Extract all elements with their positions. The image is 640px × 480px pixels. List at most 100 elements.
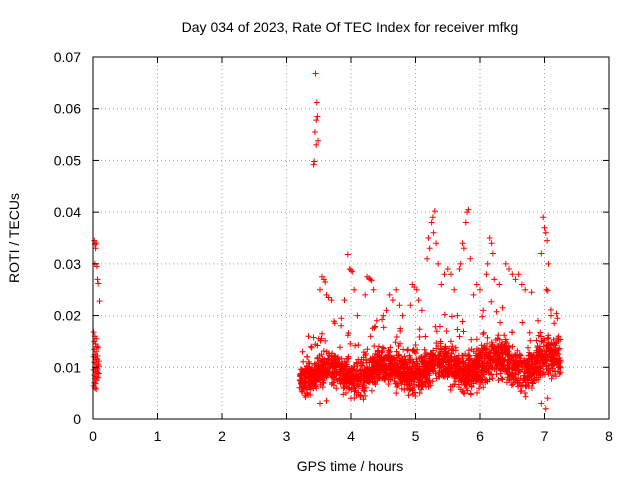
data-point [341, 384, 348, 391]
data-point [381, 375, 388, 382]
data-point [305, 333, 312, 340]
data-point [463, 370, 469, 377]
data-point [437, 323, 443, 330]
data-point [519, 319, 526, 326]
data-point [540, 369, 547, 375]
data-point [310, 334, 317, 341]
data-point [504, 351, 511, 358]
data-point [90, 329, 97, 336]
data-point [306, 382, 313, 389]
data-point [512, 276, 519, 283]
data-point [435, 361, 442, 368]
data-point [424, 376, 431, 383]
data-point [308, 343, 314, 350]
data-point [424, 370, 431, 376]
data-point [386, 291, 393, 298]
data-point [528, 289, 535, 296]
data-point [433, 240, 440, 247]
data-point [488, 371, 495, 378]
data-point [436, 349, 443, 355]
data-point [347, 340, 354, 347]
data-point [313, 99, 320, 106]
data-point [505, 362, 511, 369]
data-point [557, 364, 564, 371]
x-tick-label: 5 [412, 428, 420, 444]
data-point [516, 357, 523, 364]
data-point [386, 364, 393, 370]
data-point [431, 208, 438, 215]
data-point [375, 352, 382, 358]
data-point [474, 345, 480, 352]
x-tick-label: 4 [347, 428, 355, 444]
data-point [456, 333, 463, 340]
data-point [416, 334, 423, 340]
data-point [319, 384, 326, 391]
x-tick-label: 6 [476, 428, 484, 444]
data-point [363, 368, 370, 375]
data-point [528, 353, 534, 359]
data-point [383, 307, 390, 314]
data-point [465, 347, 472, 354]
data-point [422, 361, 428, 368]
data-point [348, 386, 355, 393]
data-point [371, 324, 378, 331]
data-point [370, 364, 376, 371]
data-point [479, 313, 486, 320]
data-point [470, 291, 477, 298]
data-point [516, 352, 523, 359]
data-point [373, 362, 380, 369]
data-point [527, 363, 533, 370]
data-point [401, 386, 408, 393]
data-point [311, 129, 318, 135]
data-point [331, 320, 338, 327]
data-point [545, 332, 552, 339]
data-point [313, 117, 320, 124]
data-point [523, 383, 530, 390]
data-point [343, 361, 350, 368]
data-point [300, 358, 307, 365]
data-point [96, 298, 103, 305]
data-point [539, 371, 546, 378]
data-point [387, 371, 394, 378]
data-point [474, 375, 480, 382]
data-point [452, 368, 459, 375]
y-tick-label: 0.03 [54, 256, 81, 272]
data-point [538, 250, 545, 257]
data-point [392, 339, 399, 346]
data-point [452, 373, 459, 380]
data-point [530, 369, 537, 376]
data-point [478, 353, 485, 360]
data-point [346, 266, 353, 272]
data-point [314, 355, 321, 362]
data-point [414, 346, 421, 353]
data-point [392, 373, 399, 380]
data-point [351, 385, 358, 392]
data-point [93, 263, 100, 270]
data-point [509, 329, 516, 336]
data-point [530, 380, 536, 387]
data-point [430, 229, 437, 236]
data-point [337, 364, 344, 371]
data-point [542, 229, 549, 236]
data-point [448, 313, 455, 320]
data-point [525, 344, 531, 351]
data-point [500, 365, 507, 372]
data-point [526, 356, 533, 363]
data-point [391, 378, 398, 384]
data-point [472, 360, 479, 367]
data-point [320, 348, 327, 354]
data-point [331, 361, 338, 368]
data-point [364, 346, 371, 353]
data-point [354, 362, 361, 369]
data-point [393, 348, 400, 355]
data-point [429, 214, 436, 221]
data-point [95, 374, 102, 381]
data-point [378, 365, 385, 372]
data-point [435, 371, 442, 378]
data-point [515, 383, 522, 390]
data-point [91, 338, 98, 345]
data-point [367, 333, 374, 340]
data-point [447, 387, 454, 393]
data-point [509, 271, 516, 278]
